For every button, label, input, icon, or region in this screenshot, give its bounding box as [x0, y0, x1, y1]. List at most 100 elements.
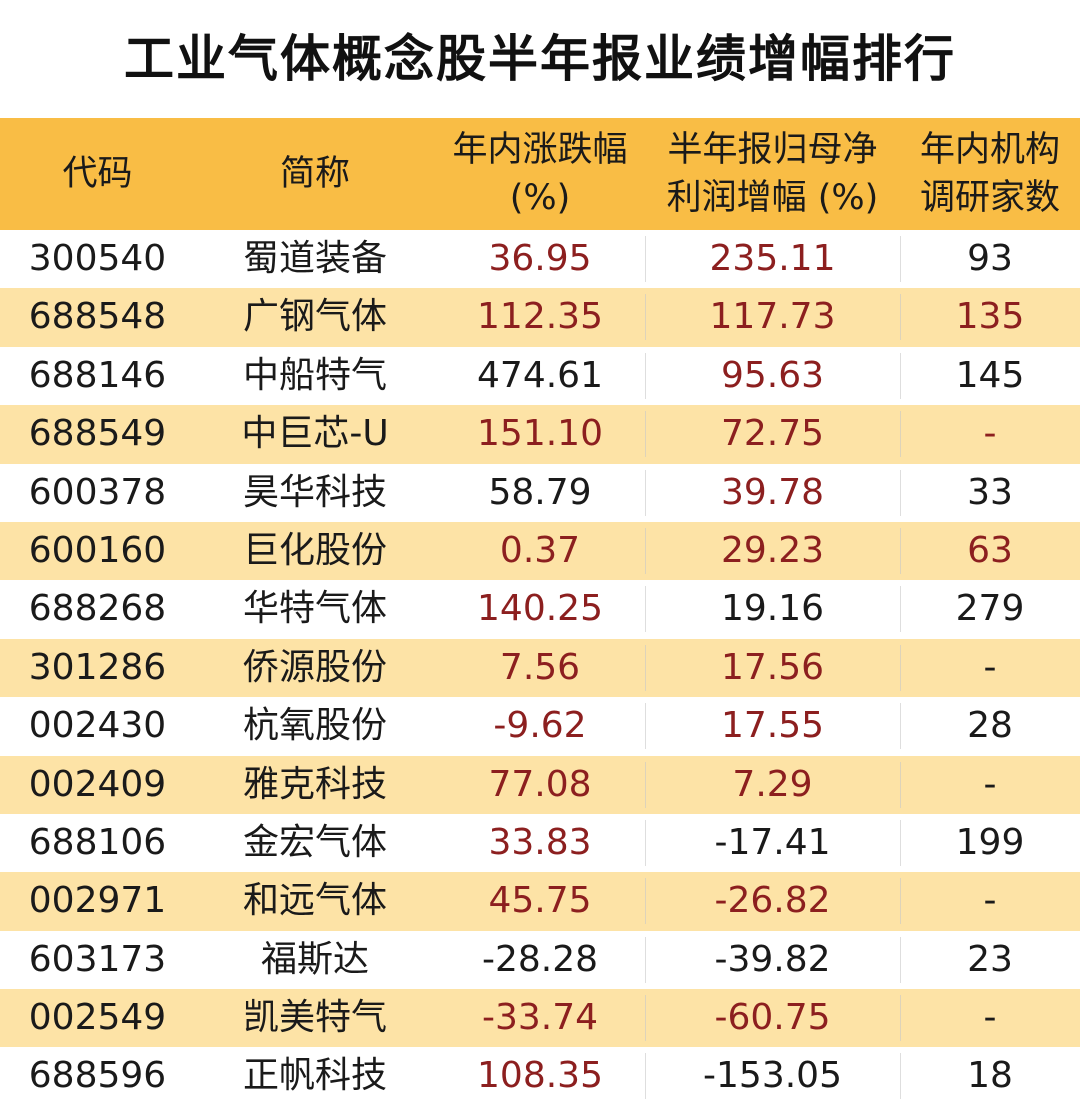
cell-inst: - [983, 880, 997, 922]
cell-code: 688596 [28, 1055, 167, 1097]
cell-name: 侨源股份 [242, 646, 387, 688]
column-divider [900, 1053, 901, 1100]
header-profit-line1: 半年报归母净 [667, 130, 878, 170]
column-divider [900, 469, 901, 516]
cell-change: 33.83 [488, 821, 592, 863]
cell-inst: 279 [955, 588, 1025, 630]
column-divider [645, 1053, 646, 1100]
cell-profit: -39.82 [714, 938, 831, 980]
cell-inst: 63 [967, 529, 1013, 571]
cell-profit: 17.56 [720, 646, 825, 688]
cell-code: 002971 [28, 880, 167, 922]
column-divider [900, 411, 901, 458]
cell-change: 112.35 [477, 296, 603, 338]
cell-name: 昊华科技 [242, 471, 387, 513]
cell-name: 正帆科技 [242, 1055, 387, 1097]
cell-profit: -26.82 [714, 880, 831, 922]
column-divider [645, 761, 646, 808]
header-profit: 半年报归母净 利润增幅 (%) [645, 118, 900, 230]
cell-profit: -153.05 [703, 1055, 842, 1097]
cell-name: 巨化股份 [242, 529, 387, 571]
cell-profit: 235.11 [709, 238, 836, 279]
table-row: 688549 中巨芯-U 151.10 72.75 - [0, 405, 1080, 464]
column-divider [900, 352, 901, 399]
column-divider [900, 586, 901, 633]
cell-inst: - [983, 413, 997, 455]
cell-code: 688268 [28, 588, 167, 630]
table-row: 002430 杭氧股份 -9.62 17.55 28 [0, 697, 1080, 756]
column-divider [645, 995, 646, 1042]
table-row: 688106 金宏气体 33.83 -17.41 199 [0, 813, 1080, 873]
table-row: 002409 雅克科技 77.08 7.29 - [0, 755, 1080, 814]
cell-name: 杭氧股份 [242, 705, 387, 747]
cell-inst: 93 [967, 238, 1013, 279]
cell-profit: 19.16 [720, 588, 825, 630]
table-row: 603173 福斯达 -28.28 -39.82 23 [0, 930, 1080, 990]
cell-change: -9.62 [493, 705, 587, 747]
header-change-line2: (%) [509, 178, 571, 218]
header-code-label: 代码 [62, 154, 133, 194]
column-divider [645, 644, 646, 691]
column-divider [645, 236, 646, 282]
cell-change: 45.75 [488, 880, 592, 922]
table-body: 300540 蜀道装备 36.95 235.11 93 688548 广钢气体 112.35 1… [0, 230, 1080, 1106]
cell-change: -28.28 [481, 938, 599, 980]
cell-change: -33.74 [481, 997, 599, 1039]
cell-profit: 17.55 [720, 705, 825, 747]
header-name: 简称 [195, 118, 435, 230]
header-name-label: 简称 [279, 154, 350, 194]
column-divider [900, 878, 901, 925]
cell-code: 688106 [28, 821, 167, 863]
column-divider [900, 936, 901, 983]
cell-inst: 23 [967, 938, 1013, 980]
table-row: 688146 中船特气 474.61 95.63 145 [0, 346, 1080, 406]
column-divider [645, 936, 646, 983]
header-code: 代码 [0, 118, 195, 230]
header-inst-line2: 调研家数 [919, 178, 1060, 218]
column-divider [900, 703, 901, 750]
cell-change: 151.10 [477, 413, 603, 455]
column-divider [900, 761, 901, 808]
cell-inst: 199 [955, 821, 1025, 863]
cell-inst: 135 [955, 296, 1025, 338]
cell-inst: 18 [967, 1055, 1013, 1097]
cell-code: 301286 [28, 646, 167, 688]
cell-code: 688549 [28, 413, 167, 455]
cell-change: 108.35 [477, 1055, 603, 1097]
cell-profit: -17.41 [714, 821, 831, 863]
cell-inst: - [983, 997, 997, 1039]
column-divider [645, 819, 646, 866]
table-row: 600160 巨化股份 0.37 29.23 63 [0, 521, 1080, 581]
column-divider [900, 995, 901, 1042]
cell-name: 中船特气 [242, 354, 387, 396]
cell-code: 300540 [28, 238, 167, 279]
column-divider [645, 586, 646, 633]
column-divider [645, 469, 646, 516]
cell-name: 雅克科技 [242, 763, 387, 805]
table-row: 688548 广钢气体 112.35 117.73 135 [0, 288, 1080, 347]
cell-change: 7.56 [499, 646, 581, 688]
cell-inst: 28 [967, 705, 1013, 747]
cell-profit: 7.29 [732, 763, 813, 805]
header-change-line1: 年内涨跌幅 [452, 130, 628, 170]
cell-change: 77.08 [488, 763, 592, 805]
cell-change: 58.79 [488, 471, 592, 513]
column-divider [645, 411, 646, 458]
cell-change: 36.95 [488, 238, 592, 279]
cell-name: 凯美特气 [242, 997, 387, 1039]
cell-profit: 29.23 [720, 529, 825, 571]
cell-profit: 95.63 [720, 354, 825, 396]
table-header: 代码 简称 年内涨跌幅 (%) 半年报归母净 利润增幅 (%) 年内机构 调研家… [0, 118, 1080, 230]
cell-code: 688548 [28, 296, 167, 338]
table-row: 002549 凯美特气 -33.74 -60.75 - [0, 989, 1080, 1048]
column-divider [645, 703, 646, 750]
header-inst-line1: 年内机构 [919, 130, 1060, 170]
cell-inst: 145 [955, 354, 1025, 396]
cell-code: 002549 [28, 997, 167, 1039]
header-profit-line2: 利润增幅 (%) [666, 178, 879, 218]
table-row: 688596 正帆科技 108.35 -153.05 18 [0, 1047, 1080, 1106]
cell-change: 474.61 [477, 354, 603, 396]
cell-inst: - [983, 646, 997, 688]
cell-code: 002430 [28, 705, 167, 747]
